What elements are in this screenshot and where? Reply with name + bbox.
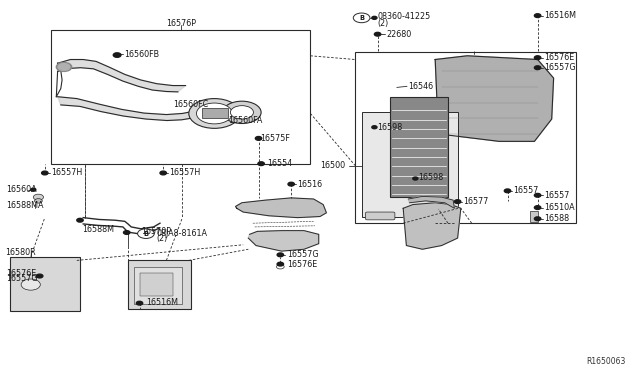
Text: 16516M: 16516M	[544, 11, 576, 20]
Text: 16576P: 16576P	[166, 19, 196, 28]
Text: 16560A: 16560A	[6, 185, 37, 194]
Text: 16570P: 16570P	[141, 227, 171, 236]
Text: 16557G: 16557G	[544, 63, 575, 72]
Polygon shape	[403, 203, 461, 249]
Text: 16588: 16588	[544, 214, 569, 223]
Bar	[530, 211, 538, 222]
Circle shape	[353, 13, 370, 23]
Circle shape	[258, 162, 264, 166]
Bar	[390, 97, 448, 197]
Circle shape	[58, 64, 70, 70]
Text: 16500: 16500	[320, 161, 345, 170]
Text: B: B	[143, 231, 148, 237]
Text: 16516: 16516	[298, 180, 323, 189]
Circle shape	[77, 218, 83, 222]
Text: 16560FA: 16560FA	[228, 116, 262, 125]
Text: 16598: 16598	[419, 173, 444, 182]
Text: 16557: 16557	[513, 186, 539, 195]
Bar	[134, 267, 182, 304]
Circle shape	[534, 56, 541, 60]
Circle shape	[124, 231, 130, 234]
Circle shape	[277, 262, 284, 266]
Polygon shape	[236, 198, 326, 218]
Circle shape	[230, 106, 253, 119]
FancyBboxPatch shape	[365, 212, 395, 220]
Circle shape	[35, 199, 42, 203]
Circle shape	[56, 62, 72, 71]
Text: 16557: 16557	[544, 191, 570, 200]
Circle shape	[276, 264, 284, 269]
Bar	[51, 30, 310, 164]
Polygon shape	[248, 231, 319, 251]
Text: 16560FB: 16560FB	[124, 50, 159, 59]
Text: 16576E: 16576E	[6, 269, 36, 278]
Polygon shape	[58, 97, 192, 121]
Text: B: B	[359, 15, 364, 21]
Bar	[362, 112, 458, 217]
Text: (2): (2)	[378, 19, 389, 28]
Polygon shape	[408, 196, 454, 208]
Circle shape	[534, 217, 541, 221]
Circle shape	[534, 206, 541, 209]
Polygon shape	[58, 60, 186, 92]
Bar	[10, 257, 80, 311]
Text: 16577: 16577	[463, 197, 489, 206]
Circle shape	[288, 182, 294, 186]
Circle shape	[454, 200, 461, 203]
Circle shape	[504, 189, 511, 193]
Circle shape	[160, 171, 166, 175]
Text: 16516M: 16516M	[146, 298, 178, 307]
Text: 16557H: 16557H	[51, 169, 83, 177]
Text: 08JA8-8161A: 08JA8-8161A	[156, 229, 207, 238]
Circle shape	[534, 193, 541, 197]
Circle shape	[138, 229, 154, 238]
Bar	[355, 52, 576, 223]
Circle shape	[189, 99, 240, 128]
Text: 16554: 16554	[268, 159, 292, 168]
Text: 16580R: 16580R	[5, 248, 36, 257]
Text: 16588MA: 16588MA	[6, 201, 44, 210]
Circle shape	[277, 253, 284, 257]
Circle shape	[31, 188, 36, 191]
Polygon shape	[435, 56, 554, 141]
Text: 16557G: 16557G	[6, 274, 38, 283]
Circle shape	[42, 171, 48, 175]
Text: 16576E: 16576E	[544, 53, 574, 62]
Text: 16557G: 16557G	[287, 250, 318, 259]
Text: 16588M: 16588M	[82, 225, 114, 234]
Circle shape	[534, 14, 541, 17]
Text: 22680: 22680	[387, 30, 412, 39]
Circle shape	[374, 32, 381, 36]
Circle shape	[196, 103, 232, 124]
Bar	[202, 108, 228, 118]
Bar	[140, 273, 173, 296]
Text: 16510A: 16510A	[544, 203, 575, 212]
Bar	[128, 260, 191, 309]
Circle shape	[372, 16, 377, 19]
Circle shape	[136, 301, 143, 305]
Circle shape	[372, 126, 377, 129]
Text: (2): (2)	[156, 234, 168, 243]
Circle shape	[534, 66, 541, 70]
Circle shape	[33, 194, 44, 200]
Circle shape	[21, 279, 40, 290]
Text: 08360-41225: 08360-41225	[378, 12, 431, 21]
Text: 16598: 16598	[378, 123, 403, 132]
Circle shape	[255, 137, 262, 140]
Text: 16576E: 16576E	[287, 260, 317, 269]
Circle shape	[113, 53, 121, 57]
Circle shape	[413, 177, 418, 180]
Text: 16557H: 16557H	[170, 169, 201, 177]
Text: 16575F: 16575F	[260, 134, 291, 143]
Circle shape	[36, 274, 43, 278]
Text: R1650063: R1650063	[586, 357, 626, 366]
Text: 16546: 16546	[408, 82, 433, 91]
Circle shape	[223, 101, 261, 124]
Text: 16560FC: 16560FC	[173, 100, 208, 109]
